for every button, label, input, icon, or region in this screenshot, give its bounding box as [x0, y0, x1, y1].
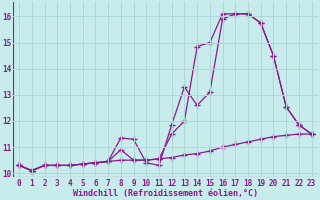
X-axis label: Windchill (Refroidissement éolien,°C): Windchill (Refroidissement éolien,°C)	[73, 189, 258, 198]
